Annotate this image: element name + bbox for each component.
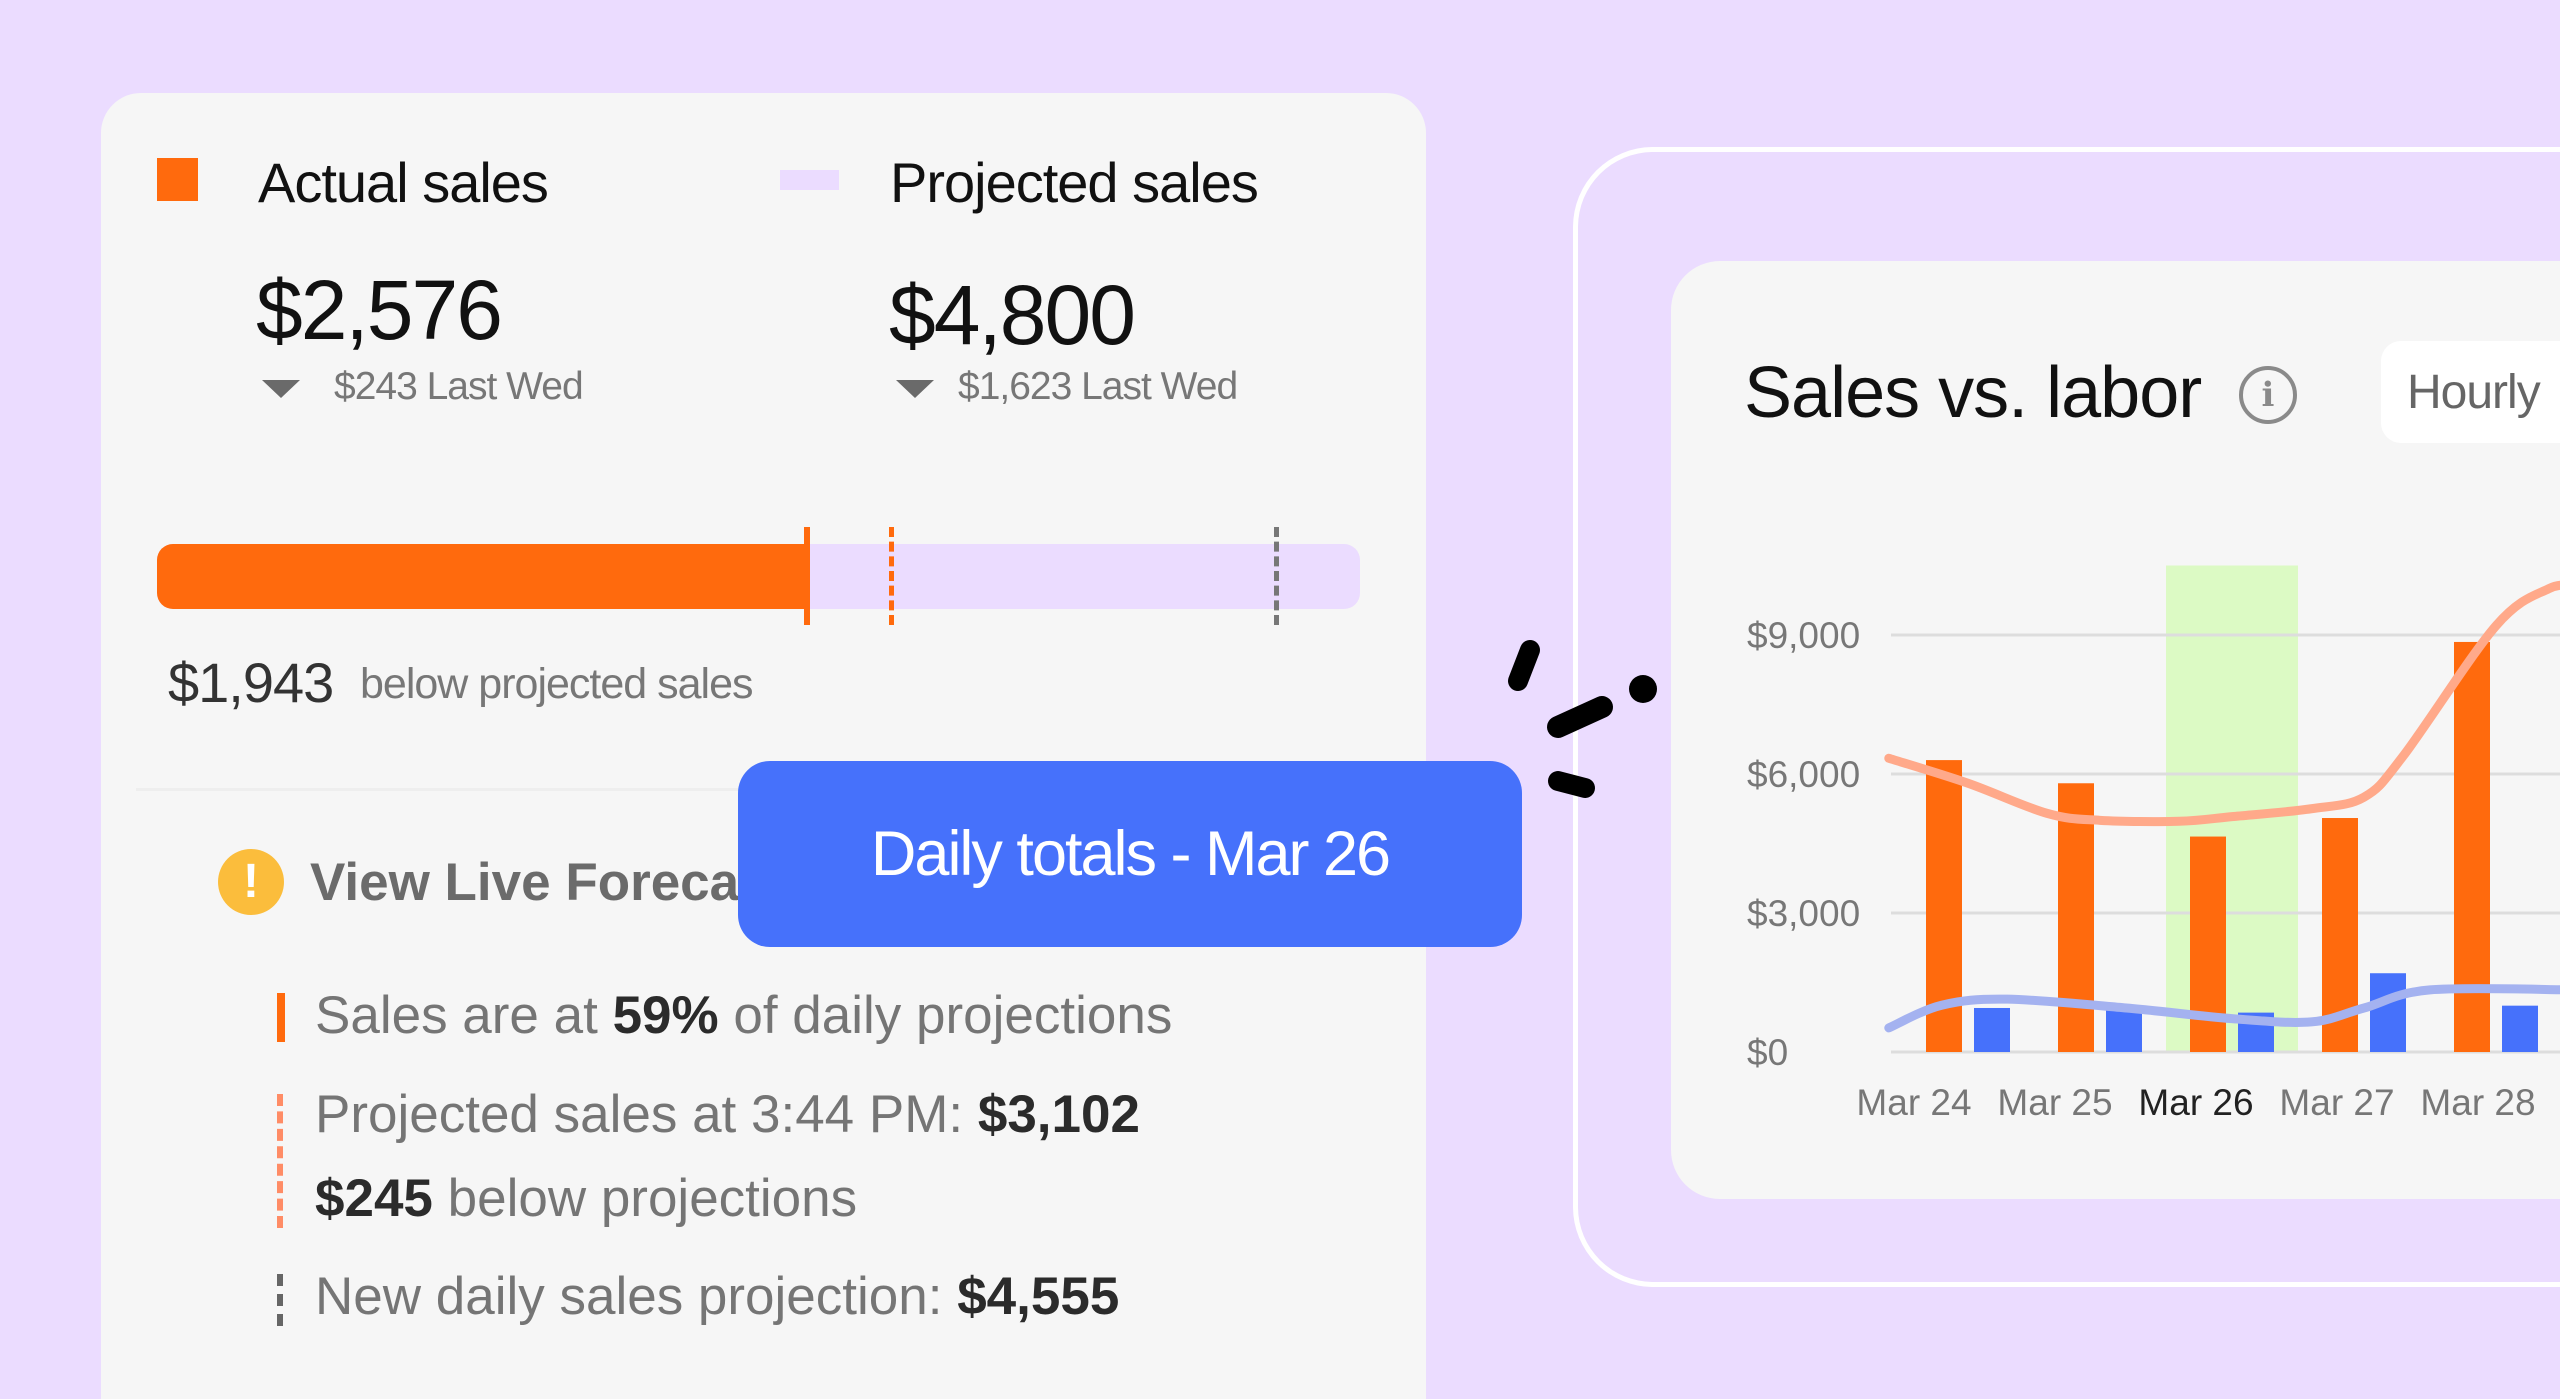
y-tick-label: $9,000 (1747, 615, 1860, 656)
item-value: $245 (315, 1169, 433, 1228)
y-tick-label: $6,000 (1747, 754, 1860, 795)
projected-sales-legend-swatch (780, 170, 839, 190)
x-tick-label: Mar 28 (2420, 1082, 2535, 1123)
item-value: 59% (612, 986, 719, 1045)
sparkle-decoration (1508, 640, 1657, 798)
item-value: $4,555 (957, 1267, 1120, 1326)
y-tick-label: $3,000 (1747, 893, 1860, 934)
projected-sales-value: $4,800 (889, 268, 1136, 362)
down-triangle-icon (262, 380, 300, 398)
forecast-item-percent: Sales are at 59% of daily projections (315, 985, 1172, 1046)
item-text: New daily sales projection: (315, 1267, 958, 1326)
new-projection-indicator-line (277, 1274, 283, 1326)
item-text: Sales are at (315, 986, 613, 1045)
warning-icon: ! (218, 849, 284, 915)
item-text: of daily projections (718, 986, 1173, 1045)
sparkle-dash (1547, 696, 1613, 738)
down-triangle-icon (896, 380, 934, 398)
actual-sales-legend-swatch (157, 158, 198, 201)
view-live-forecast-link[interactable]: View Live Forecast (310, 853, 787, 912)
forecast-item-projected: Projected sales at 3:44 PM: $3,102 (315, 1084, 1140, 1145)
period-dropdown-button[interactable]: Hourly (2381, 341, 2560, 443)
actual-sales-label: Actual sales (258, 151, 549, 214)
projected-indicator-line (277, 1094, 283, 1228)
projected-sales-line (1884, 580, 2560, 827)
sales-bar (2454, 641, 2490, 1052)
projected-labor-line (1884, 984, 2560, 1033)
projected-at-time-marker (888, 527, 894, 625)
period-label: Hourly (2407, 366, 2541, 419)
x-tick-label: Mar 25 (1997, 1082, 2112, 1123)
daily-totals-tooltip: Daily totals - Mar 26 (738, 761, 1522, 947)
labor-bar (2502, 1005, 2538, 1052)
below-projected-text: below projected sales (360, 660, 754, 708)
x-tick-label: Mar 24 (1856, 1082, 1971, 1123)
x-tick-label: Mar 27 (2279, 1082, 2394, 1123)
labor-bar (2370, 973, 2406, 1052)
sales-progress-bar (157, 544, 1360, 609)
actual-sales-value: $2,576 (256, 263, 503, 357)
chart-title: Sales vs. labor (1744, 353, 2202, 433)
sparkle-dash (1508, 640, 1540, 691)
actual-indicator-line (277, 993, 285, 1042)
actual-sales-marker (803, 527, 810, 625)
projected-sales-label: Projected sales (890, 151, 1259, 214)
actual-sales-fill (157, 544, 807, 609)
item-value: $3,102 (977, 1085, 1140, 1144)
below-projected-amount: $1,943 (168, 651, 334, 714)
projected-sales-delta: $1,623 Last Wed (958, 365, 1238, 408)
actual-sales-delta: $243 Last Wed (334, 365, 584, 408)
labor-bar (1974, 1007, 2010, 1052)
labor-bar (2106, 1005, 2142, 1052)
item-text: below projections (432, 1169, 858, 1228)
sales-summary-card (101, 93, 1426, 1399)
x-tick-label: Mar 26 (2138, 1082, 2253, 1123)
sparkle-dot (1629, 675, 1657, 703)
new-projection-marker (1273, 527, 1279, 625)
item-text: Projected sales at 3:44 PM: (315, 1085, 978, 1144)
forecast-item-below: $245 below projections (315, 1168, 857, 1229)
forecast-item-new-projection: New daily sales projection: $4,555 (315, 1266, 1119, 1327)
sparkle-dash (1548, 771, 1595, 798)
y-tick-label: $0 (1747, 1032, 1788, 1073)
info-icon[interactable]: i (2239, 366, 2297, 424)
